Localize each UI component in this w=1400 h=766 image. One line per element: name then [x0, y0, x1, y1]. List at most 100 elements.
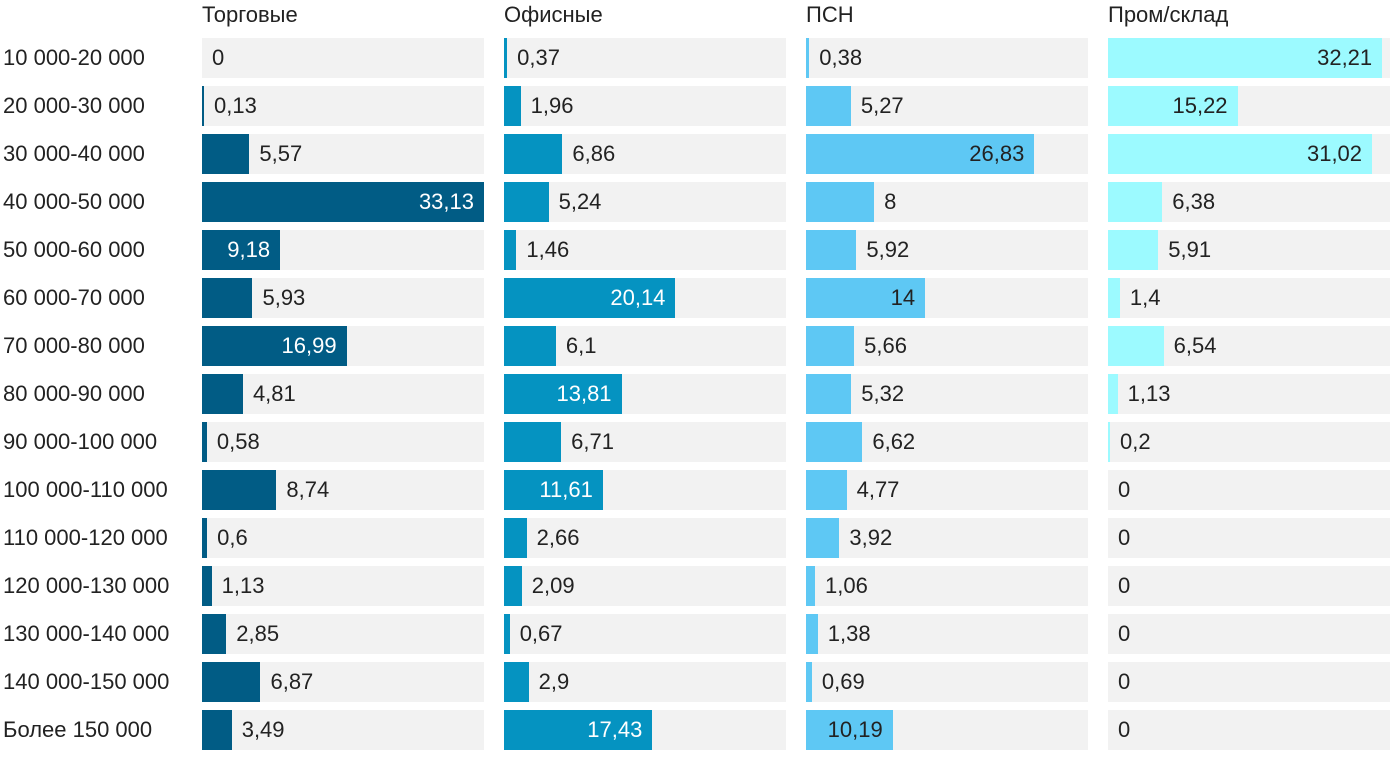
bar-track: 5,24: [504, 182, 786, 222]
bar-value-label: 1,46: [526, 237, 570, 262]
bar: [504, 422, 562, 462]
bar-value-label: 6,62: [872, 429, 916, 454]
bar-track: 9,18: [202, 230, 484, 270]
bar-value-label: 1,38: [827, 621, 871, 646]
bar-track: 0: [202, 38, 484, 78]
bar: [1108, 374, 1118, 414]
bar-track: 4,77: [806, 470, 1088, 510]
bar: [806, 278, 926, 318]
bar-track: 10,19: [806, 710, 1088, 750]
bar-track: 1,38: [806, 614, 1088, 654]
bar-track: 0,37: [504, 38, 786, 78]
bar-value-label: 4,81: [252, 381, 296, 406]
bar: [202, 614, 227, 654]
bar-track: 0,6: [202, 518, 484, 558]
bar-value-label: 0: [1118, 669, 1131, 694]
bar: [504, 326, 556, 366]
bar-value-label: 33,13: [418, 189, 474, 214]
bar: [504, 518, 527, 558]
bar: [1108, 38, 1383, 78]
panel-title: Пром/склад: [1108, 2, 1229, 27]
bar-value-label: 0,13: [214, 93, 257, 118]
bar-track: 6,71: [504, 422, 786, 462]
category-label: Более 150 000: [3, 717, 153, 742]
bar-track: 5,32: [806, 374, 1088, 414]
bar: [202, 374, 243, 414]
category-label: 130 000-140 000: [3, 621, 170, 646]
bar: [1108, 422, 1110, 462]
category-label: 40 000-50 000: [3, 189, 145, 214]
bar: [202, 182, 484, 222]
bar-track: 2,9: [504, 662, 786, 702]
bar-track: 15,22: [1108, 86, 1390, 126]
panel-title: ПСН: [806, 2, 854, 27]
bar-value-label: 5,93: [262, 285, 306, 310]
bar-track: 33,13: [202, 182, 484, 222]
bar: [1108, 86, 1238, 126]
category-label: 70 000-80 000: [3, 333, 145, 358]
bar-track: 13,81: [504, 374, 786, 414]
bar: [806, 662, 812, 702]
bar-track: 0,69: [806, 662, 1088, 702]
bar-track: 0: [1108, 518, 1390, 558]
bar-track: 14: [806, 278, 1088, 318]
bar: [504, 614, 510, 654]
bar-track: 26,83: [806, 134, 1088, 174]
category-label: 10 000-20 000: [3, 45, 145, 70]
category-label: 140 000-150 000: [3, 669, 170, 694]
bar: [202, 326, 347, 366]
bar: [1108, 278, 1120, 318]
bar: [202, 710, 232, 750]
bar-value-label: 0: [212, 45, 225, 70]
bar: [806, 518, 840, 558]
bar-value-label: 6,87: [270, 669, 314, 694]
bar-value-label: 0,67: [519, 621, 563, 646]
bar-track: 0,58: [202, 422, 484, 462]
bar: [806, 470, 847, 510]
bar: [202, 566, 212, 606]
bar-value-label: 2,85: [236, 621, 280, 646]
bar: [1108, 326, 1164, 366]
bar-value-label: 5,92: [866, 237, 910, 262]
bar-value-label: 2,09: [531, 573, 575, 598]
bar-value-label: 0: [1118, 525, 1131, 550]
bar-value-label: 0: [1118, 717, 1131, 742]
bar: [806, 38, 810, 78]
bar: [202, 134, 250, 174]
bar: [1108, 134, 1373, 174]
bar: [504, 374, 622, 414]
bar-value-label: 8,74: [286, 477, 330, 502]
bar-value-label: 0,37: [517, 45, 560, 70]
bar: [504, 278, 676, 318]
bar-value-label: 3,49: [241, 717, 285, 742]
bar: [202, 470, 277, 510]
category-label: 110 000-120 000: [3, 525, 168, 550]
bar-track: 5,92: [806, 230, 1088, 270]
bar: [806, 614, 818, 654]
bar-track: 6,62: [806, 422, 1088, 462]
bar-value-label: 2,66: [536, 525, 580, 550]
category-label: 60 000-70 000: [3, 285, 145, 310]
category-label: 50 000-60 000: [3, 237, 145, 262]
category-label: 20 000-30 000: [3, 93, 145, 118]
bar-track: 8,74: [202, 470, 484, 510]
bar: [806, 86, 851, 126]
bar-track: 17,43: [504, 710, 786, 750]
bar-value-label: 2,9: [538, 669, 570, 694]
bar-value-label: 10,19: [827, 717, 883, 742]
bar-track: 0: [1108, 470, 1390, 510]
bar-track: 4,81: [202, 374, 484, 414]
bar-track: 32,21: [1108, 38, 1390, 78]
bar-value-label: 0,58: [216, 429, 260, 454]
bar: [202, 518, 208, 558]
bar-value-label: 1,13: [221, 573, 265, 598]
bar: [504, 134, 563, 174]
bar: [806, 422, 863, 462]
bar-value-label: 9,18: [227, 237, 271, 262]
bar-value-label: 31,02: [1306, 141, 1363, 166]
bar-value-label: 14: [890, 285, 916, 310]
bar-value-label: 0: [1118, 477, 1131, 502]
bar-value-label: 1,13: [1127, 381, 1171, 406]
category-label: 100 000-110 000: [3, 477, 168, 502]
bar-track: 6,87: [202, 662, 484, 702]
